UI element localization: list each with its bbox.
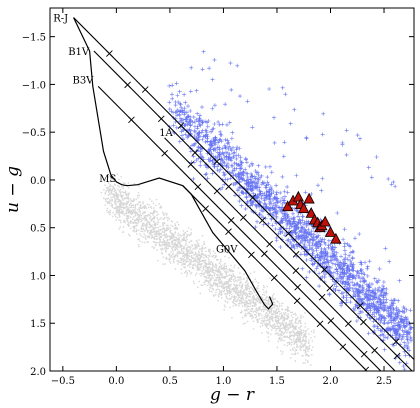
line-tick-marker xyxy=(227,216,235,224)
triangle-point xyxy=(330,232,342,244)
y-tick-label: −1.5 xyxy=(22,33,46,44)
line-tick-marker xyxy=(394,385,400,391)
x-tick-label: 0.5 xyxy=(162,376,178,387)
line-tick-marker xyxy=(225,183,232,190)
line-tick-marker xyxy=(128,116,135,124)
line-tick-marker xyxy=(161,149,168,157)
line-tick-marker xyxy=(259,217,266,224)
y-axis-title: u − g xyxy=(3,166,23,213)
line-tick-marker xyxy=(393,352,401,360)
line-tick-marker xyxy=(294,283,301,291)
line-tick-marker xyxy=(293,297,301,305)
line-tick-marker xyxy=(270,274,278,282)
x-tick-label: 1.0 xyxy=(215,376,231,387)
curve-label: B1V xyxy=(68,47,90,58)
reddening-lines xyxy=(73,17,414,396)
triangle-point xyxy=(324,226,337,237)
background-points xyxy=(100,173,316,366)
y-tick-label: 1.5 xyxy=(30,319,46,330)
curve-label: 1A xyxy=(159,128,173,139)
line-tick-marker xyxy=(225,228,232,236)
line-tick-marker xyxy=(292,250,300,258)
line-tick-marker xyxy=(177,122,185,129)
reddening-line-1a xyxy=(164,137,404,380)
line-tick-marker xyxy=(318,293,326,301)
line-tick-marker xyxy=(392,338,400,345)
line-tick-marker xyxy=(360,318,367,326)
line-tick-marker xyxy=(292,267,300,274)
curve-label: B3V xyxy=(72,76,94,87)
y-tick-label: −0.5 xyxy=(22,128,46,139)
line-tick-marker xyxy=(398,374,404,380)
blue-plus-points xyxy=(167,49,414,371)
reddening-line-b3v xyxy=(97,85,400,391)
x-axis-title: g − r xyxy=(210,385,255,405)
line-tick-marker xyxy=(285,230,292,237)
line-tick-marker xyxy=(191,149,199,156)
line-tick-marker xyxy=(356,302,364,309)
line-tick-marker xyxy=(240,214,247,221)
y-tick-label: 1.0 xyxy=(30,271,46,282)
line-tick-marker xyxy=(249,194,257,201)
triangle-point xyxy=(292,190,305,202)
line-tick-marker xyxy=(202,205,209,213)
line-tick-marker xyxy=(213,158,221,165)
line-tick-marker xyxy=(326,284,334,292)
curve-label: MS xyxy=(99,174,116,185)
axis-ticks: −0.5 0.0 0.5 1.0 1.5 2.0 2.5 −1.5 −1.0 −0.5 0.0 0.5… xyxy=(22,8,414,387)
main-sequence-curve xyxy=(73,17,274,310)
y-tick-label: −1.0 xyxy=(22,80,46,91)
blue-plus-markers xyxy=(167,49,414,371)
line-tick-marker xyxy=(362,366,370,371)
triangle-points xyxy=(282,190,342,244)
line-tick-marker xyxy=(386,390,392,396)
triangle-point xyxy=(319,215,331,227)
x-tick-label: 0.0 xyxy=(108,376,124,387)
line-tick-marker xyxy=(248,251,255,259)
line-tick-marker xyxy=(371,346,378,354)
reddening-line-rj xyxy=(73,17,414,360)
line-tick-marker xyxy=(261,250,268,258)
triangle-point xyxy=(282,200,294,212)
plot-frame xyxy=(49,7,415,372)
y-tick-label: 0.0 xyxy=(30,176,46,187)
line-tick-marker xyxy=(106,50,113,57)
line-tick-marker xyxy=(141,86,149,93)
curve-label: G0V xyxy=(216,245,238,256)
y-tick-label: 0.5 xyxy=(30,224,46,235)
line-tick-marker xyxy=(266,240,273,248)
triangle-point xyxy=(303,192,315,204)
reddening-line-g0v xyxy=(182,185,392,396)
curve-labels: R-J B1V B3V 1A MS G0V xyxy=(53,14,238,256)
x-tick-label: 1.5 xyxy=(269,376,285,387)
line-tick-marker xyxy=(327,317,335,325)
background-star-cloud xyxy=(100,173,316,366)
line-tick-marker xyxy=(194,183,202,191)
line-tick-marker xyxy=(157,115,165,123)
line-tick-marker xyxy=(321,266,328,273)
x-tick-label: 2.5 xyxy=(376,376,392,387)
curve-label: R-J xyxy=(53,14,68,25)
line-tick-marker xyxy=(213,187,221,195)
triangle-point xyxy=(298,202,310,214)
reddening-line-b1v xyxy=(93,50,413,371)
y-tick-label: 2.0 xyxy=(30,367,46,378)
line-tick-marker xyxy=(187,161,195,168)
line-tick-marker xyxy=(360,350,368,358)
line-tick-marker xyxy=(345,320,352,328)
x-tick-label: 2.0 xyxy=(323,376,339,387)
line-tick-marker xyxy=(339,343,347,351)
x-tick-label: −0.5 xyxy=(51,376,75,387)
line-tick-marker xyxy=(316,320,324,328)
line-tick-marker xyxy=(124,81,131,89)
triangle-point xyxy=(305,207,317,218)
